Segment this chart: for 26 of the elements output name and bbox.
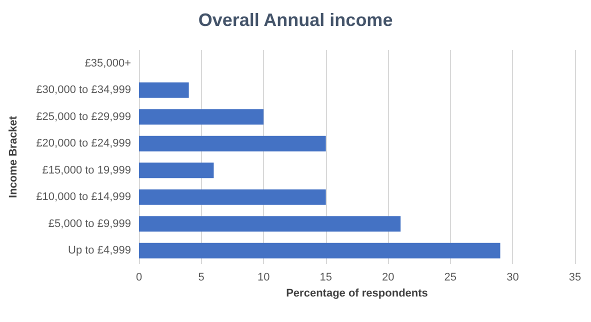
bar (139, 189, 326, 205)
x-tick-label: 25 (444, 272, 457, 284)
y-tick-label: £25,000 to £29,999 (36, 110, 131, 123)
y-tick-label: £5,000 to £9,999 (48, 218, 131, 230)
x-tick-label: 0 (136, 272, 142, 284)
y-tick-label: £15,000 to 19,999 (42, 164, 131, 176)
y-tick-label: £20,000 to £24,999 (36, 138, 131, 150)
x-tick-label: 35 (568, 272, 582, 284)
x-tick-label: 20 (382, 272, 394, 284)
bar (139, 162, 214, 178)
x-tick-label: 10 (257, 272, 270, 284)
x-tick-label: 30 (506, 272, 519, 284)
x-tick-label: 5 (198, 272, 204, 284)
x-axis-title: Percentage of respondents (286, 288, 428, 300)
y-tick-label: £35,000+ (84, 57, 131, 70)
y-tick-label: £10,000 to £14,999 (36, 191, 131, 204)
y-tick-label: Up to £4,999 (68, 244, 131, 257)
x-tick-label: 15 (320, 272, 332, 284)
bar (139, 109, 264, 125)
bar (139, 82, 189, 98)
chart-title: Overall Annual income (198, 10, 393, 30)
y-tick-label: £30,000 to £34,999 (36, 84, 131, 96)
bar (139, 216, 401, 232)
bar (139, 136, 326, 152)
bar (139, 242, 500, 258)
y-axis-title: Income Bracket (8, 116, 20, 198)
